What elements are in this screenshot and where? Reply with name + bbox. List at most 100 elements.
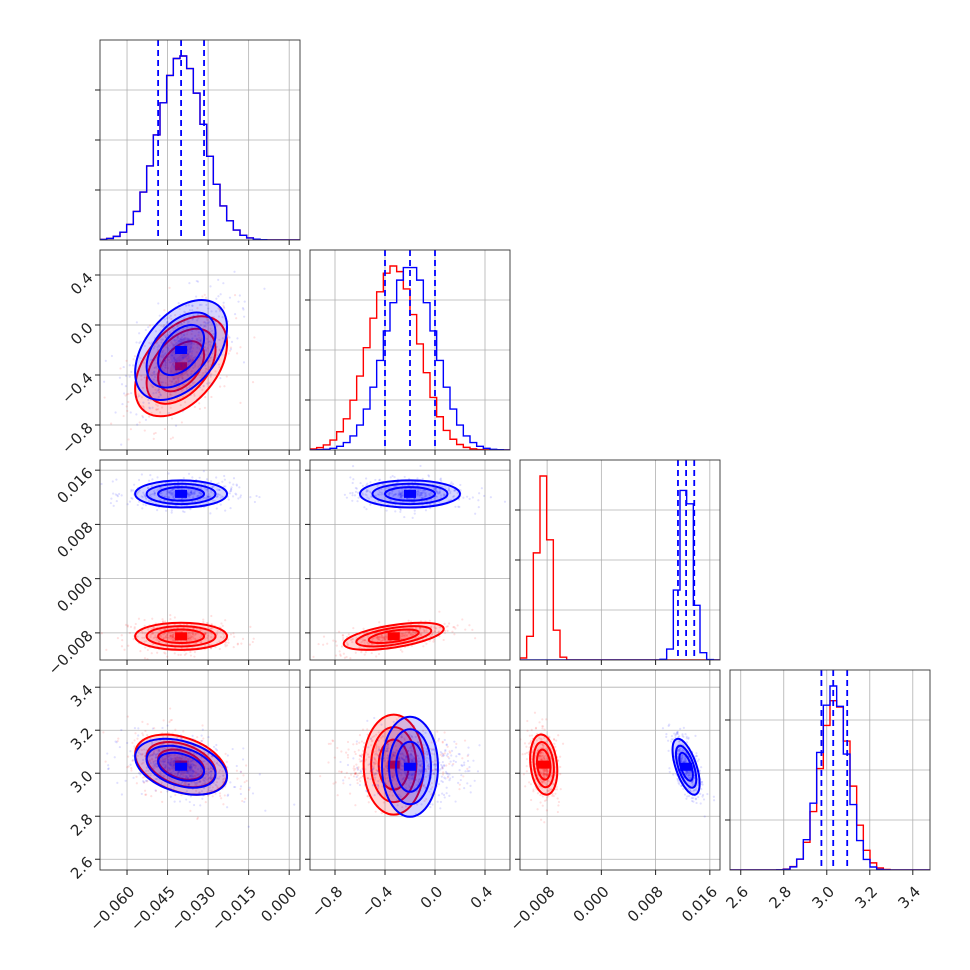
scatter-point: [223, 474, 226, 478]
scatter-point: [364, 651, 367, 654]
scatter-point: [184, 311, 187, 314]
scatter-point: [189, 359, 192, 362]
scatter-point: [199, 339, 202, 343]
scatter-point: [138, 500, 141, 503]
scatter-point: [172, 377, 175, 381]
scatter-point: [148, 760, 152, 763]
scatter-point: [400, 637, 403, 640]
scatter-point: [174, 756, 177, 759]
scatter-point: [135, 758, 139, 761]
scatter-point: [167, 504, 170, 507]
scatter-point: [186, 777, 189, 780]
scatter-point: [175, 639, 178, 642]
scatter-point: [376, 754, 379, 757]
scatter-point: [437, 783, 441, 786]
scatter-point: [202, 778, 205, 781]
scatter-point: [680, 759, 683, 762]
scatter-point: [213, 760, 216, 763]
scatter-point: [422, 784, 425, 788]
scatter-point: [406, 630, 409, 633]
scatter-point: [425, 750, 428, 754]
scatter-point: [210, 341, 213, 344]
scatter-point: [548, 743, 551, 746]
scatter-point: [143, 781, 146, 784]
scatter-point: [153, 466, 155, 468]
scatter-point: [118, 376, 121, 379]
scatter-point: [171, 324, 174, 328]
scatter-point: [542, 772, 546, 775]
scatter-point: [410, 760, 414, 763]
scatter-point: [339, 760, 342, 764]
scatter-point: [543, 799, 547, 802]
scatter-point: [208, 343, 212, 346]
scatter-point: [179, 322, 182, 325]
scatter-point: [433, 625, 436, 629]
scatter-point: [364, 783, 367, 786]
scatter-point: [186, 337, 189, 341]
scatter-point: [203, 644, 207, 647]
scatter-point: [116, 739, 119, 743]
scatter-point: [371, 784, 375, 787]
scatter-point: [414, 632, 417, 635]
scatter-point: [541, 780, 545, 783]
panel-3-2: [520, 670, 720, 870]
scatter-point: [140, 741, 143, 744]
scatter-point: [142, 761, 145, 764]
scatter-point: [164, 359, 167, 362]
contour-line-1: [371, 482, 449, 506]
scatter-point: [329, 742, 332, 745]
scatter-point: [441, 773, 445, 776]
scatter-point: [130, 767, 133, 770]
scatter-point: [406, 636, 409, 639]
scatter-point: [396, 804, 399, 807]
scatter-point: [406, 634, 409, 637]
scatter-point: [171, 635, 174, 639]
scatter-point: [359, 776, 362, 779]
scatter-point: [202, 760, 205, 763]
scatter-point: [198, 476, 201, 479]
scatter-point: [206, 773, 210, 776]
scatter-point: [216, 495, 219, 498]
scatter-point: [464, 628, 467, 631]
scatter-point: [209, 765, 212, 768]
scatter-point: [162, 719, 165, 722]
scatter-point: [439, 768, 442, 771]
scatter-point: [369, 744, 373, 747]
scatter-point: [206, 318, 209, 322]
scatter-point: [226, 806, 229, 809]
scatter-point: [150, 374, 153, 377]
scatter-point: [180, 737, 183, 740]
scatter-point: [136, 492, 139, 495]
scatter-point: [202, 321, 205, 324]
scatter-point: [188, 343, 191, 346]
scatter-point: [130, 392, 133, 395]
scatter-point: [132, 358, 135, 361]
scatter-point: [159, 354, 162, 357]
scatter-point: [176, 337, 179, 340]
scatter-point: [434, 767, 437, 771]
scatter-point: [141, 720, 144, 723]
scatter-point: [463, 787, 466, 790]
scatter-point: [211, 315, 214, 319]
scatter-point: [160, 491, 163, 495]
scatter-point: [170, 631, 174, 634]
scatter-point: [207, 634, 210, 637]
scatter-point: [173, 785, 176, 788]
scatter-point: [338, 650, 341, 653]
scatter-point: [376, 738, 379, 742]
scatter-point: [131, 497, 134, 500]
scatter-point: [319, 775, 322, 778]
scatter-point: [361, 640, 364, 643]
scatter-point: [140, 473, 143, 476]
scatter-point: [169, 719, 172, 722]
scatter-point: [437, 794, 441, 797]
scatter-point: [378, 755, 381, 758]
scatter-point: [138, 332, 141, 335]
scatter-point: [164, 766, 167, 770]
scatter-point: [152, 347, 155, 350]
scatter-point: [362, 632, 366, 635]
scatter-point: [236, 337, 239, 340]
scatter-point: [430, 625, 433, 628]
scatter-point: [166, 655, 169, 658]
scatter-point: [463, 761, 466, 764]
